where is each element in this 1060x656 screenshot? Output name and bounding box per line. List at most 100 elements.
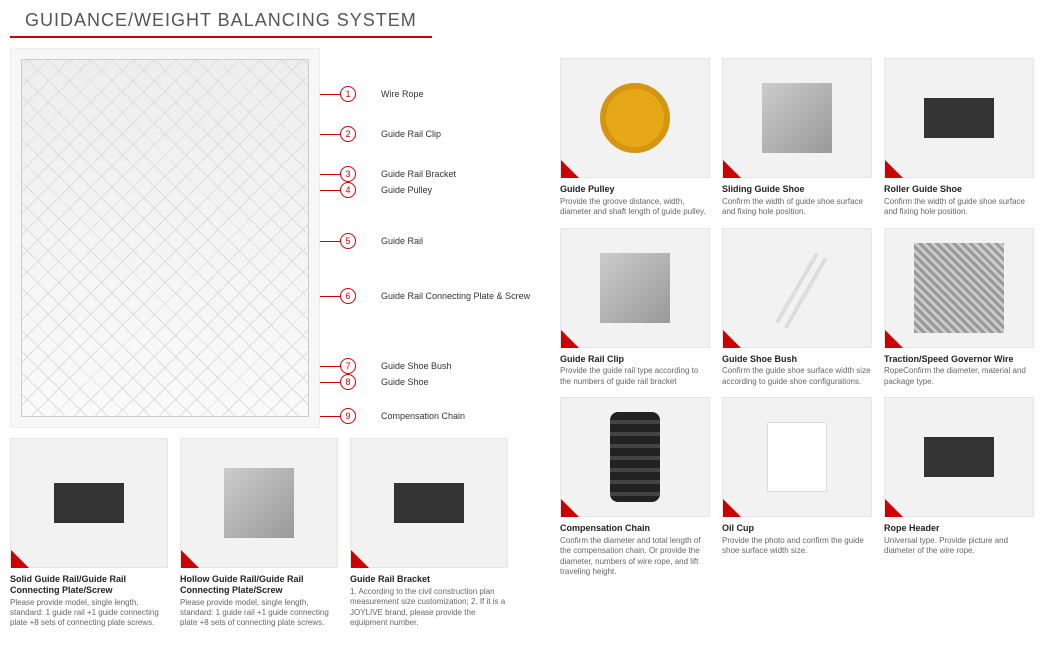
callout-number: 8: [340, 374, 356, 390]
product-title: Traction/Speed Governor Wire: [884, 354, 1034, 365]
product-image: [10, 438, 168, 568]
product-title: Solid Guide Rail/Guide Rail Connecting P…: [10, 574, 168, 596]
right-card-row: Guide Rail ClipProvide the guide rail ty…: [560, 228, 1050, 388]
product-description: Provide the photo and confirm the guide …: [722, 536, 872, 557]
image-placeholder: [54, 483, 124, 523]
product-description: Provide the guide rail type according to…: [560, 366, 710, 387]
callout-6: 6 Guide Rail Connecting Plate & Screw: [340, 288, 530, 304]
callout-number: 1: [340, 86, 356, 102]
callout-number: 5: [340, 233, 356, 249]
product-image: [884, 397, 1034, 517]
red-corner-icon: [723, 499, 741, 517]
callout-label: Guide Rail Clip: [381, 129, 441, 139]
product-image: [180, 438, 338, 568]
product-card: Traction/Speed Governor WireRopeConfirm …: [884, 228, 1034, 388]
product-title: Roller Guide Shoe: [884, 184, 1034, 195]
elevator-diagram: [10, 48, 320, 428]
product-image: [560, 397, 710, 517]
page-title: GUIDANCE/WEIGHT BALANCING SYSTEM: [10, 10, 432, 38]
product-title: Hollow Guide Rail/Guide Rail Connecting …: [180, 574, 338, 596]
product-title: Guide Rail Bracket: [350, 574, 508, 585]
product-card: Guide Pulley Provide the groove distance,…: [560, 58, 710, 218]
product-image: [884, 58, 1034, 178]
image-placeholder: [600, 253, 670, 323]
product-description: Confirm the guide shoe surface width siz…: [722, 366, 872, 387]
red-corner-icon: [885, 499, 903, 517]
product-image: [722, 397, 872, 517]
product-image: [560, 228, 710, 348]
callout-label: Guide Rail: [381, 236, 423, 246]
product-description: Provide the groove distance, width, diam…: [560, 197, 710, 218]
callout-9: 9 Compensation Chain: [340, 408, 465, 424]
product-description: Please provide model, single length, sta…: [180, 598, 338, 629]
red-corner-icon: [723, 330, 741, 348]
product-card: Compensation Chain Confirm the diameter a…: [560, 397, 710, 577]
callout-3: 3 Guide Rail Bracket: [340, 166, 456, 182]
image-placeholder: [924, 98, 994, 138]
right-column: Guide Pulley Provide the groove distance,…: [550, 48, 1050, 629]
product-title: Compensation Chain: [560, 523, 710, 534]
product-description: Confirm the width of guide shoe surface …: [884, 197, 1034, 218]
callout-2: 2 Guide Rail Clip: [340, 126, 441, 142]
product-description: Please provide model, single length, sta…: [10, 598, 168, 629]
callout-label: Guide Rail Bracket: [381, 169, 456, 179]
image-placeholder: [610, 412, 660, 502]
callout-label: Guide Shoe Bush: [381, 361, 452, 371]
callout-label: Compensation Chain: [381, 411, 465, 421]
left-card-row: Solid Guide Rail/Guide Rail Connecting P…: [10, 438, 550, 629]
product-card: Sliding Guide ShoeConfirm the width of g…: [722, 58, 872, 218]
callout-number: 4: [340, 182, 356, 198]
product-description: 1. According to the civil construction p…: [350, 587, 508, 629]
product-image: [722, 228, 872, 348]
product-description: Confirm the diameter and total length of…: [560, 536, 710, 578]
red-corner-icon: [561, 160, 579, 178]
image-placeholder: [394, 483, 464, 523]
red-corner-icon: [885, 330, 903, 348]
product-card: Guide Rail Bracket 1. According to the ci…: [350, 438, 508, 629]
callout-label: Guide Rail Connecting Plate & Screw: [381, 291, 530, 301]
product-description: RopeConfirm the diameter, material and p…: [884, 366, 1034, 387]
product-title: Guide Shoe Bush: [722, 354, 872, 365]
callout-number: 7: [340, 358, 356, 374]
red-corner-icon: [181, 550, 199, 568]
callout-5: 5 Guide Rail: [340, 233, 423, 249]
red-corner-icon: [561, 330, 579, 348]
product-image: [722, 58, 872, 178]
callout-4: 4Guide Pulley: [340, 182, 432, 198]
right-card-row: Guide Pulley Provide the groove distance,…: [560, 58, 1050, 218]
right-card-row: Compensation Chain Confirm the diameter a…: [560, 397, 1050, 577]
product-image: [560, 58, 710, 178]
callout-number: 6: [340, 288, 356, 304]
callout-number: 3: [340, 166, 356, 182]
callout-label: Wire Rope: [381, 89, 424, 99]
image-placeholder: [914, 243, 1004, 333]
callout-7: 7 Guide Shoe Bush: [340, 358, 452, 374]
red-corner-icon: [351, 550, 369, 568]
diagram-area: 1 Wire Rope 2 Guide Rail Clip 3 Guide Rail Br…: [10, 48, 550, 428]
product-card: Guide Rail ClipProvide the guide rail ty…: [560, 228, 710, 388]
callout-list: 1 Wire Rope 2 Guide Rail Clip 3 Guide Rail Br…: [320, 48, 550, 428]
red-corner-icon: [11, 550, 29, 568]
main-layout: 1 Wire Rope 2 Guide Rail Clip 3 Guide Rail Br…: [0, 48, 1060, 629]
product-card: Guide Shoe BushConfirm the guide shoe su…: [722, 228, 872, 388]
left-column: 1 Wire Rope 2 Guide Rail Clip 3 Guide Rail Br…: [10, 48, 550, 629]
diagram-placeholder: [21, 59, 309, 417]
product-card: Oil CupProvide the photo and confirm the…: [722, 397, 872, 577]
image-placeholder: [224, 468, 294, 538]
product-image: [884, 228, 1034, 348]
product-title: Guide Rail Clip: [560, 354, 710, 365]
red-corner-icon: [561, 499, 579, 517]
product-description: Universal type. Provide picture and diam…: [884, 536, 1034, 557]
image-placeholder: [600, 83, 670, 153]
callout-8: 8Guide Shoe: [340, 374, 429, 390]
product-card: Solid Guide Rail/Guide Rail Connecting P…: [10, 438, 168, 629]
callout-number: 2: [340, 126, 356, 142]
image-placeholder: [762, 83, 832, 153]
image-placeholder: [924, 437, 994, 477]
callout-1: 1 Wire Rope: [340, 86, 424, 102]
image-placeholder: [767, 422, 827, 492]
callout-number: 9: [340, 408, 356, 424]
product-title: Guide Pulley: [560, 184, 710, 195]
product-description: Confirm the width of guide shoe surface …: [722, 197, 872, 218]
red-corner-icon: [723, 160, 741, 178]
